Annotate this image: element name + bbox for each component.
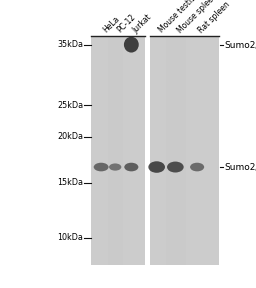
Bar [123, 36, 145, 265]
Ellipse shape [124, 37, 139, 53]
Text: HeLa: HeLa [101, 14, 121, 35]
Bar [166, 36, 186, 265]
Bar [150, 36, 166, 265]
Text: Mouse testis: Mouse testis [157, 0, 197, 35]
Ellipse shape [124, 163, 138, 171]
Ellipse shape [109, 164, 121, 170]
Bar [91, 36, 145, 265]
Text: 15kDa: 15kDa [57, 178, 83, 187]
Ellipse shape [190, 163, 204, 171]
Ellipse shape [148, 161, 165, 173]
Text: Mouse spleen: Mouse spleen [175, 0, 219, 35]
Ellipse shape [94, 163, 109, 171]
Bar [150, 36, 219, 265]
Bar [91, 36, 108, 265]
Text: Rat spleen: Rat spleen [197, 0, 232, 35]
Text: 20kDa: 20kDa [57, 132, 83, 141]
Text: Jurkat: Jurkat [131, 12, 154, 35]
Text: Sumo2/3: Sumo2/3 [224, 40, 256, 49]
Text: 10kDa: 10kDa [57, 233, 83, 242]
Text: PC-12: PC-12 [115, 13, 137, 35]
Ellipse shape [167, 162, 184, 173]
Text: 35kDa: 35kDa [57, 40, 83, 49]
Text: 25kDa: 25kDa [57, 101, 83, 110]
Bar [108, 36, 123, 265]
Text: Sumo2/3: Sumo2/3 [224, 162, 256, 172]
Bar [186, 36, 219, 265]
